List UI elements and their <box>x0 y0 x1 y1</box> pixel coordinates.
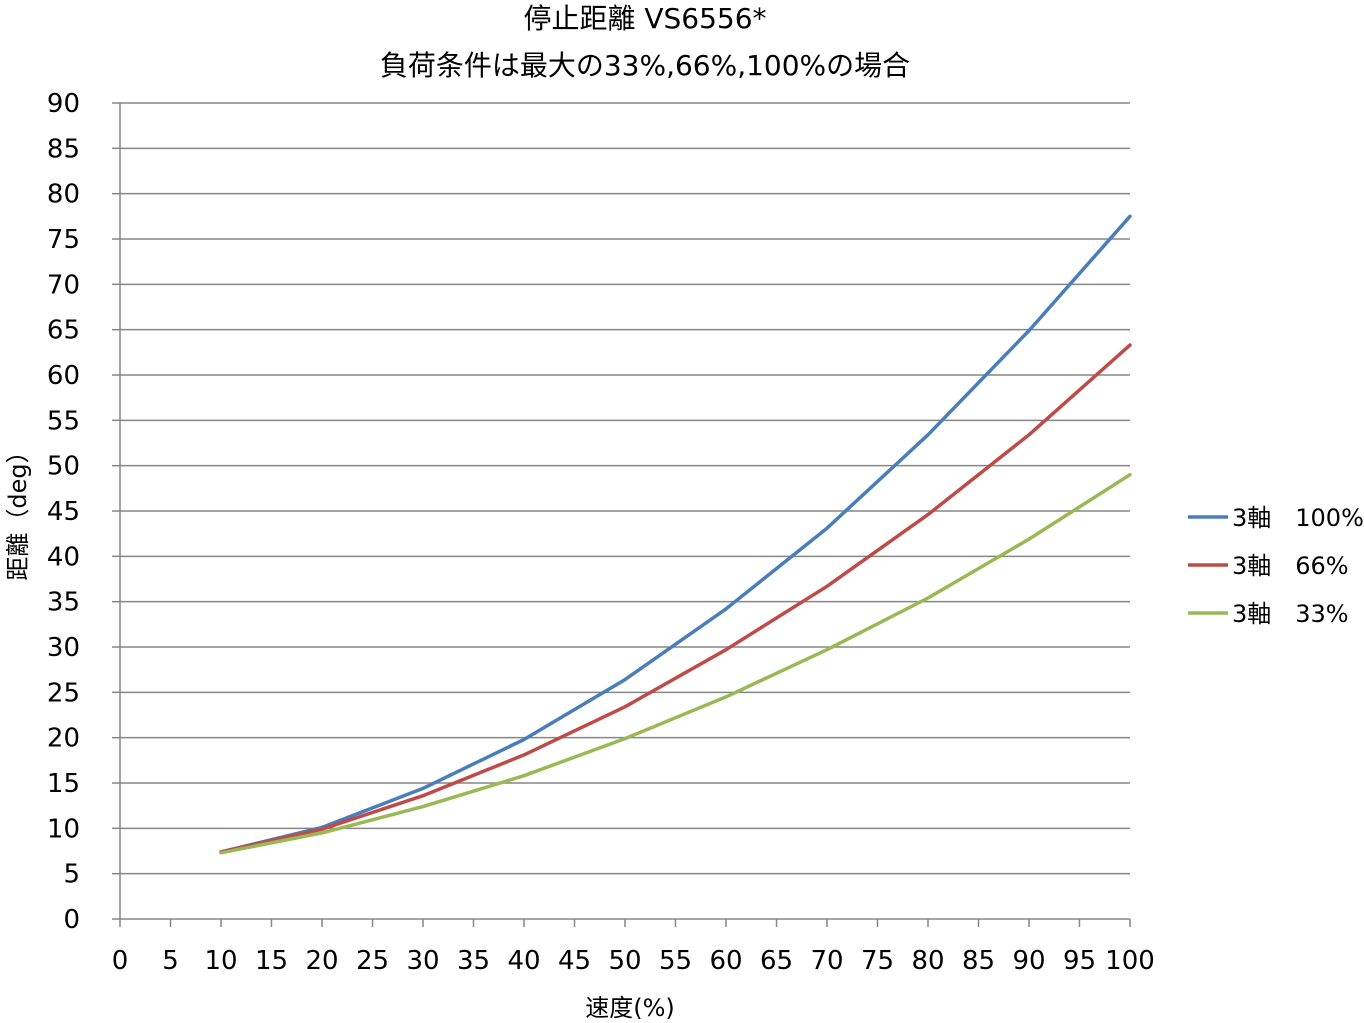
legend: 3軸 100% 3軸 66% 3軸 33% <box>1188 504 1364 628</box>
y-tick-label: 60 <box>47 361 80 391</box>
legend-label: 3軸 33% <box>1232 600 1349 628</box>
y-axis-ticks: 0 5 10 15 20 25 30 35 40 45 50 55 60 65 70 75 80 85 90 <box>47 89 120 935</box>
series-lines <box>219 214 1132 855</box>
x-tick-label: 75 <box>861 946 894 976</box>
x-tick-label: 20 <box>305 946 338 976</box>
gridlines <box>120 102 1130 875</box>
y-tick-label: 50 <box>47 452 80 482</box>
y-tick-label: 90 <box>47 89 80 119</box>
x-tick-label: 25 <box>356 946 389 976</box>
y-tick-label: 55 <box>47 406 80 436</box>
x-tick-label: 15 <box>255 946 288 976</box>
y-axis-label: 距離（deg） <box>4 439 32 580</box>
x-tick-label: 80 <box>911 946 944 976</box>
x-tick-label: 90 <box>1012 946 1045 976</box>
y-tick-label: 75 <box>47 225 80 255</box>
x-tick-label: 40 <box>507 946 540 976</box>
x-tick-label: 70 <box>810 946 843 976</box>
y-tick-label: 5 <box>63 860 80 890</box>
x-tick-label: 55 <box>659 946 692 976</box>
y-tick-label: 85 <box>47 134 80 164</box>
y-tick-label: 15 <box>47 769 80 799</box>
x-tick-label: 65 <box>760 946 793 976</box>
chart-title: 停止距離 VS6556* <box>523 2 766 35</box>
series-line-1 <box>219 214 1132 854</box>
x-tick-label: 50 <box>608 946 641 976</box>
x-tick-label: 60 <box>709 946 742 976</box>
x-tick-label: 95 <box>1063 946 1096 976</box>
legend-label: 3軸 100% <box>1232 504 1364 532</box>
series-line-2 <box>219 343 1132 854</box>
y-tick-label: 0 <box>63 905 80 935</box>
x-tick-label: 100 <box>1105 946 1155 976</box>
x-axis-label: 速度(%) <box>585 994 675 1022</box>
legend-label: 3軸 66% <box>1232 552 1349 580</box>
y-tick-label: 65 <box>47 316 80 346</box>
x-tick-label: 0 <box>112 946 129 976</box>
series-line-3 <box>219 472 1132 855</box>
x-tick-label: 5 <box>162 946 179 976</box>
y-tick-label: 40 <box>47 542 80 572</box>
y-tick-label: 30 <box>47 633 80 663</box>
x-tick-label: 45 <box>558 946 591 976</box>
y-tick-label: 35 <box>47 588 80 618</box>
y-tick-label: 45 <box>47 497 80 527</box>
x-tick-label: 85 <box>962 946 995 976</box>
y-tick-label: 80 <box>47 180 80 210</box>
x-tick-label: 30 <box>406 946 439 976</box>
x-tick-label: 35 <box>457 946 490 976</box>
y-tick-label: 70 <box>47 270 80 300</box>
chart-subtitle: 負荷条件は最大の33%,66%,100%の場合 <box>380 49 910 82</box>
x-axis-ticks: 0 5 10 15 20 25 30 35 40 45 50 55 60 65 70 75 80 85 90 95 10… <box>112 919 1155 976</box>
x-tick-label: 10 <box>204 946 237 976</box>
y-tick-label: 10 <box>47 814 80 844</box>
y-tick-label: 25 <box>47 678 80 708</box>
y-tick-label: 20 <box>47 724 80 754</box>
